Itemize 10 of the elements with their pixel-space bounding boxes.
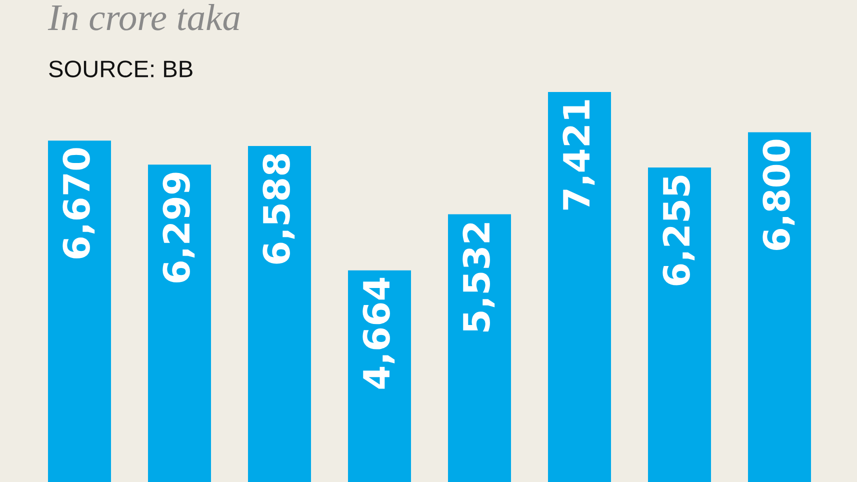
- data-label: 7,421: [562, 100, 595, 210]
- data-label: 6,255: [662, 176, 695, 286]
- chart-title: In crore taka: [48, 4, 240, 30]
- data-label: 6,299: [162, 172, 195, 282]
- chart-subtitle: SOURCE: BB: [49, 60, 192, 78]
- data-label: 5,532: [462, 223, 495, 332]
- data-label: 6,800: [762, 140, 795, 250]
- data-label: 4,664: [362, 278, 395, 389]
- data-label: 6,670: [62, 148, 95, 258]
- data-label: 6,588: [262, 154, 295, 264]
